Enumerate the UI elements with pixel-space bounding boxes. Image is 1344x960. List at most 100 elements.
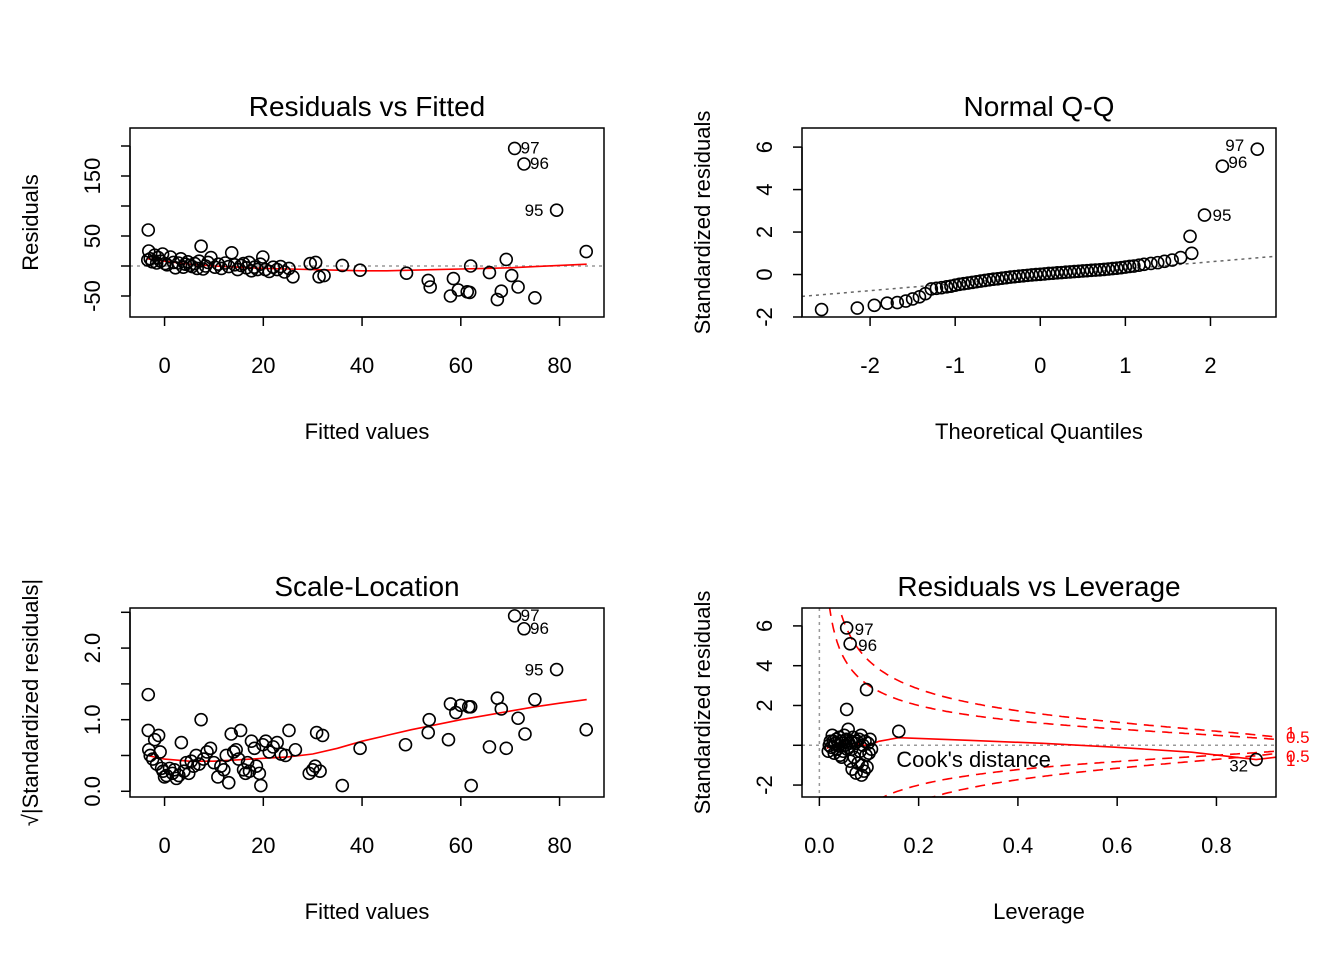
y-tick-label: 4: [752, 660, 777, 672]
cooks-distance-contour: [828, 608, 1275, 740]
data-point: [1093, 263, 1107, 277]
data-point: [905, 292, 920, 306]
data-point: [827, 746, 842, 761]
data-point: [1157, 254, 1172, 269]
x-tick-label: 20: [251, 353, 275, 378]
data-point: [446, 271, 461, 286]
data-point: [335, 258, 350, 273]
x-tick-label: 80: [547, 833, 571, 858]
cooks-distance-legend: Cook's distance: [896, 747, 1051, 772]
data-point: [929, 281, 944, 296]
data-point: [579, 244, 594, 259]
data-point: [1033, 267, 1048, 282]
smoother-line: [147, 698, 587, 762]
x-tick-label: 20: [251, 833, 275, 858]
data-point: [1067, 264, 1082, 279]
data-point: [978, 273, 992, 288]
data-point: [499, 741, 514, 756]
x-tick-label: -2: [860, 353, 880, 378]
data-point: [499, 252, 514, 267]
point-label: 95: [1213, 206, 1232, 225]
data-point: [1088, 263, 1103, 277]
data-point: [399, 266, 414, 281]
data-point: [282, 261, 296, 276]
data-point: [229, 742, 243, 757]
data-point: [1012, 269, 1026, 284]
x-tick-label: 0.8: [1201, 833, 1232, 858]
x-tick-label: 2: [1204, 353, 1216, 378]
point-label: 96: [530, 619, 549, 638]
data-point: [217, 762, 231, 777]
data-point: [221, 775, 236, 790]
data-point: [854, 768, 869, 782]
data-point: [1127, 259, 1141, 273]
y-axis-label: Standardized residuals: [690, 591, 715, 815]
data-point: [211, 257, 226, 272]
x-tick-label: 0.2: [903, 833, 934, 858]
data-point: [421, 273, 436, 288]
data-point: [867, 298, 882, 313]
data-point: [490, 292, 505, 307]
data-point: [891, 724, 906, 739]
data-point: [308, 255, 323, 270]
outlier-point: [517, 621, 531, 636]
cooks-distance-contour: [881, 750, 1275, 797]
data-point: [286, 269, 300, 284]
data-point: [282, 723, 296, 738]
x-tick-label: 60: [449, 833, 473, 858]
y-tick-label: 0: [752, 268, 777, 280]
data-point: [814, 302, 829, 317]
x-tick-label: 80: [547, 353, 571, 378]
data-point: [353, 741, 367, 756]
y-tick-label: 2: [752, 226, 777, 238]
data-point: [278, 748, 293, 763]
point-label: 97: [855, 620, 874, 639]
data-point: [1007, 269, 1022, 284]
data-point: [423, 280, 438, 294]
y-tick-label: -50: [80, 280, 105, 312]
y-tick-label: 2: [752, 699, 777, 711]
y-axis-label: √|Standardized residuals|: [18, 579, 43, 826]
data-point: [317, 268, 331, 283]
y-axis-label: Standardized residuals: [690, 111, 715, 335]
point-label: 97: [521, 138, 540, 157]
data-point: [986, 272, 1001, 287]
data-point: [1063, 265, 1077, 279]
data-point: [169, 771, 184, 786]
data-point: [494, 702, 509, 716]
data-point: [504, 268, 519, 283]
data-point: [934, 280, 949, 295]
data-point: [1024, 268, 1039, 282]
data-point: [464, 778, 478, 793]
x-tick-label: -1: [945, 353, 965, 378]
data-point: [454, 698, 468, 713]
data-point: [859, 682, 874, 697]
data-point: [890, 295, 905, 310]
data-point: [305, 762, 320, 777]
data-point: [242, 764, 257, 779]
data-point: [1101, 262, 1116, 276]
data-point: [1084, 263, 1099, 278]
x-axis-label: Leverage: [993, 899, 1085, 924]
cooks-level-label: 0.5: [1286, 747, 1310, 766]
data-point: [1118, 260, 1133, 274]
data-point: [863, 732, 877, 747]
panel-title: Residuals vs Fitted: [249, 91, 486, 122]
data-point: [956, 276, 971, 291]
data-point: [1029, 267, 1043, 282]
data-point: [398, 737, 413, 752]
data-point: [303, 256, 318, 271]
y-tick-label: -2: [752, 307, 777, 327]
data-point: [1137, 257, 1151, 272]
data-point: [844, 742, 859, 757]
point-label: 96: [1228, 153, 1247, 172]
data-point: [353, 263, 367, 278]
data-point: [151, 728, 166, 743]
cooks-distance-contour: [838, 608, 1275, 738]
data-point: [528, 692, 542, 707]
data-point: [141, 687, 156, 702]
data-point: [1041, 266, 1056, 281]
